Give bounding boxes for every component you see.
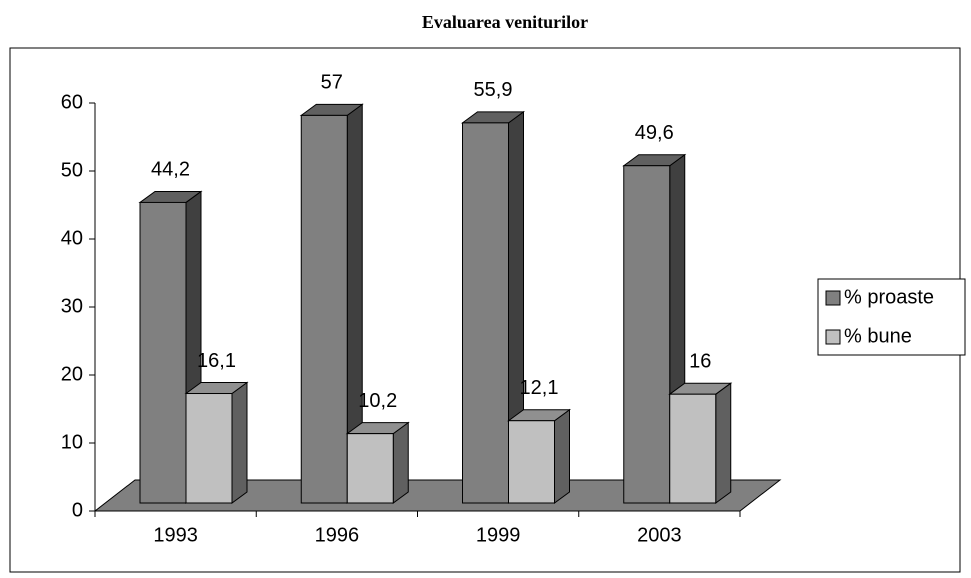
bar-side [554, 408, 570, 504]
bar [139, 201, 187, 504]
bar-side [715, 382, 732, 504]
x-tick-label: 1999 [476, 524, 521, 546]
data-label: 57 [321, 72, 343, 94]
data-label: 44,2 [151, 159, 190, 181]
y-tick-label: 50 [61, 159, 83, 181]
y-tick-label: 0 [72, 499, 83, 521]
data-label: 16,1 [197, 350, 236, 372]
bar [623, 165, 671, 504]
data-label: 16 [689, 350, 711, 372]
bar-side [231, 381, 248, 504]
y-tick-label: 40 [61, 227, 83, 249]
legend-swatch [825, 290, 841, 306]
data-label: 55,9 [474, 79, 513, 101]
data-label: 12,1 [520, 377, 559, 399]
bar [508, 420, 555, 504]
bar [300, 114, 348, 504]
bar-side [392, 421, 409, 504]
x-tick-label: 2003 [637, 524, 682, 546]
x-tick-label: 1993 [153, 524, 198, 546]
y-tick-label: 20 [61, 363, 83, 385]
bar [185, 393, 233, 504]
legend [817, 278, 966, 356]
y-tick-label: 60 [61, 91, 83, 113]
chart-title: Evaluarea veniturilor [422, 12, 588, 32]
x-tick-label: 1996 [315, 524, 360, 546]
bar [462, 122, 509, 504]
data-label: 49,6 [635, 122, 674, 144]
legend-label: % bune [844, 325, 912, 347]
data-label: 10,2 [358, 390, 397, 412]
bar [346, 433, 394, 504]
legend-label: % proaste [844, 286, 934, 308]
y-tick-label: 10 [61, 431, 83, 453]
legend-swatch [825, 329, 841, 345]
bar [669, 393, 717, 504]
y-tick-label: 30 [61, 295, 83, 317]
